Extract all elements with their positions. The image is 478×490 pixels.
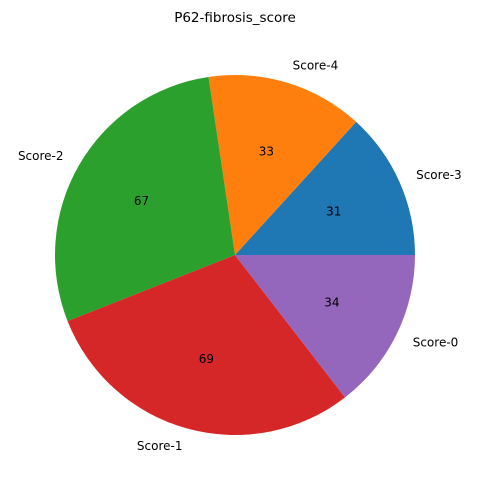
slice-category-label: Score-4 bbox=[293, 59, 339, 73]
pie-slice-score-1 bbox=[67, 255, 346, 436]
slice-category-label: Score-1 bbox=[137, 439, 183, 453]
pie-slice-score-2 bbox=[54, 76, 235, 322]
pie-labels: 31 Score-3 33 Score-4 67 Score-2 69 Score-1 34 Sc… bbox=[18, 59, 462, 453]
chart-title: P62-fibrosis_score bbox=[174, 10, 296, 26]
slice-value-label: 67 bbox=[134, 194, 149, 208]
slice-category-label: Score-0 bbox=[413, 335, 459, 349]
slice-category-label: Score-2 bbox=[18, 149, 64, 163]
pie-slice-score-3 bbox=[235, 121, 415, 256]
pie-slice-score-4 bbox=[208, 75, 357, 256]
slice-value-label: 31 bbox=[326, 204, 341, 218]
slice-value-label: 69 bbox=[199, 352, 214, 366]
slice-value-label: 34 bbox=[324, 296, 339, 310]
pie-slice-score-0 bbox=[235, 255, 415, 398]
pie-slices bbox=[54, 75, 415, 436]
slice-category-label: Score-3 bbox=[416, 168, 462, 182]
slice-value-label: 33 bbox=[259, 145, 274, 159]
